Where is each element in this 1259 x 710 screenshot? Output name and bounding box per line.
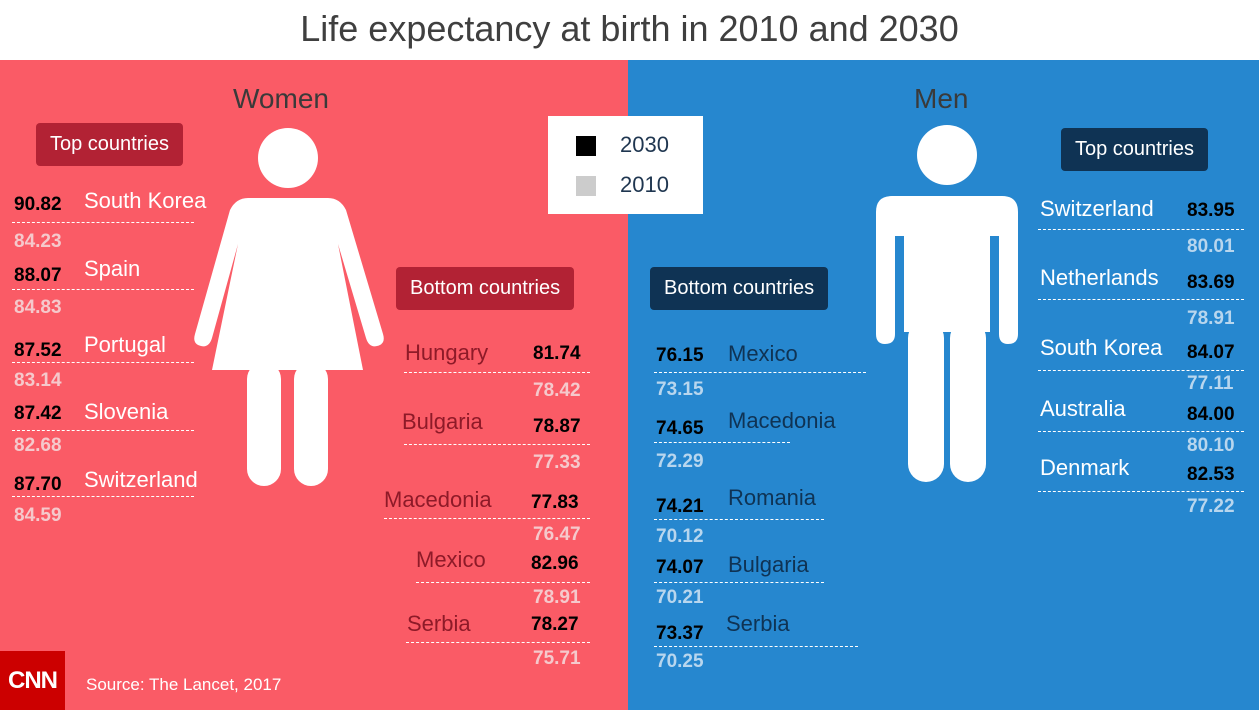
value-2010: 78.91 (1187, 308, 1235, 329)
cnn-logo: CNN (0, 651, 65, 710)
country-name: Bulgaria (728, 552, 809, 577)
country-name: Switzerland (84, 467, 198, 492)
country-name: South Korea (1040, 335, 1163, 360)
value-2030: 76.15 (656, 345, 704, 366)
value-2010: 80.01 (1187, 236, 1235, 257)
value-2010: 80.10 (1187, 435, 1235, 456)
value-2030: 74.65 (656, 418, 704, 439)
value-2030: 90.82 (14, 194, 62, 215)
value-2030: 81.74 (533, 343, 581, 364)
value-2030: 78.27 (531, 614, 579, 635)
row-divider (654, 646, 858, 647)
country-name: Mexico (728, 341, 798, 366)
value-2030: 74.07 (656, 557, 704, 578)
value-2010: 78.91 (533, 587, 581, 608)
man-figure-icon (876, 125, 1018, 482)
value-2030: 74.21 (656, 496, 704, 517)
value-2030: 83.69 (1187, 272, 1235, 293)
legend-label-2030: 2030 (620, 132, 669, 157)
country-name: Portugal (84, 332, 166, 357)
value-2030: 88.07 (14, 265, 62, 286)
country-name: Slovenia (84, 399, 169, 424)
legend-swatch-2030 (576, 136, 596, 156)
value-2010: 77.33 (533, 452, 581, 473)
country-name: Australia (1040, 396, 1126, 421)
country-name: Spain (84, 256, 141, 281)
row-divider (654, 519, 824, 520)
row-divider (12, 289, 194, 290)
source-note: Source: The Lancet, 2017 (86, 675, 282, 694)
value-2010: 84.59 (14, 505, 62, 526)
country-name: Macedonia (384, 487, 492, 512)
row-divider (404, 444, 590, 445)
value-2030: 87.70 (14, 474, 62, 495)
value-2010: 77.22 (1187, 496, 1235, 517)
value-2030: 82.96 (531, 553, 579, 574)
row-divider (384, 518, 590, 519)
value-2030: 87.52 (14, 340, 62, 361)
legend: 2030 2010 (548, 116, 703, 214)
row-divider (1038, 491, 1244, 492)
value-2010: 84.23 (14, 231, 62, 252)
country-name: Romania (728, 485, 817, 510)
country-name: Mexico (416, 547, 486, 572)
row-divider (12, 222, 194, 223)
women-heading: Women (233, 83, 329, 114)
value-2030: 83.95 (1187, 200, 1235, 221)
value-2010: 78.42 (533, 380, 581, 401)
country-name: Denmark (1040, 455, 1130, 480)
value-2010: 83.14 (14, 370, 62, 391)
country-name: South Korea (84, 188, 207, 213)
row-divider (1038, 431, 1244, 432)
chart-title: Life expectancy at birth in 2010 and 203… (300, 8, 959, 49)
row-divider (416, 582, 590, 583)
woman-figure-icon (194, 128, 384, 486)
row-divider (1038, 370, 1244, 371)
value-2010: 70.21 (656, 587, 704, 608)
value-2030: 77.83 (531, 492, 579, 513)
women-top-countries-badge: Top countries (36, 123, 183, 166)
row-divider (1038, 229, 1244, 230)
men-top-countries-badge: Top countries (1061, 128, 1208, 171)
country-name: Switzerland (1040, 196, 1154, 221)
value-2010: 84.83 (14, 297, 62, 318)
value-2030: 73.37 (656, 623, 704, 644)
value-2010: 73.15 (656, 379, 704, 400)
women-bottom-countries-badge: Bottom countries (396, 267, 575, 310)
country-name: Serbia (407, 611, 471, 636)
row-divider (1038, 299, 1244, 300)
country-name: Bulgaria (402, 409, 483, 434)
country-name: Hungary (405, 340, 489, 365)
row-divider (406, 642, 590, 643)
value-2010: 75.71 (533, 648, 581, 669)
value-2030: 84.07 (1187, 342, 1235, 363)
row-divider (12, 496, 194, 497)
value-2010: 77.11 (1187, 373, 1234, 394)
value-2030: 84.00 (1187, 404, 1235, 425)
row-divider (654, 372, 866, 373)
value-2010: 82.68 (14, 435, 62, 456)
row-divider (12, 362, 194, 363)
legend-label-2010: 2010 (620, 172, 669, 197)
value-2010: 76.47 (533, 524, 581, 545)
legend-swatch-2010 (576, 176, 596, 196)
row-divider (12, 430, 194, 431)
country-name: Macedonia (728, 408, 836, 433)
value-2010: 70.12 (656, 526, 704, 547)
value-2030: 82.53 (1187, 464, 1235, 485)
row-divider (404, 372, 590, 373)
country-name: Serbia (726, 611, 790, 636)
row-divider (654, 442, 790, 443)
row-divider (654, 582, 824, 583)
country-name: Netherlands (1040, 265, 1159, 290)
men-heading: Men (914, 83, 969, 114)
value-2030: 78.87 (533, 416, 581, 437)
value-2010: 72.29 (656, 451, 704, 472)
value-2010: 70.25 (656, 651, 704, 672)
value-2030: 87.42 (14, 403, 62, 424)
men-bottom-countries-badge: Bottom countries (650, 267, 829, 310)
